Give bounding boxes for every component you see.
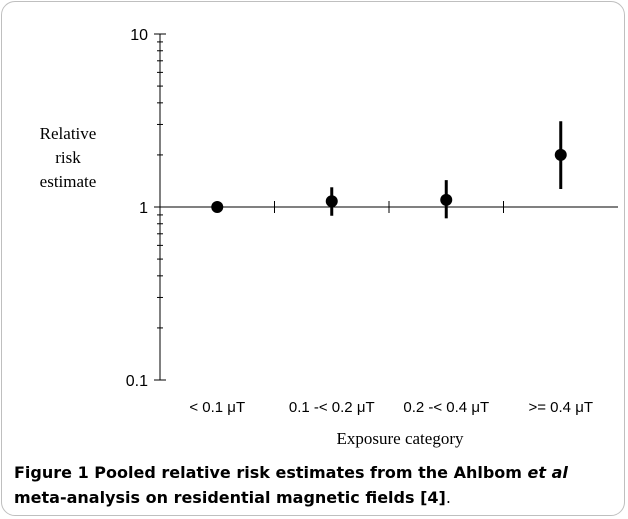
y-tick-label: 0.1 (126, 373, 148, 390)
y-tick-label: 1 (139, 200, 148, 217)
x-category-label: >= 0.4 μT (528, 399, 593, 416)
caption-italic: et al (527, 463, 568, 482)
data-point (440, 193, 453, 206)
figure-caption: Figure 1 Pooled relative risk estimates … (14, 460, 618, 510)
data-point (211, 201, 224, 213)
axes: 10 1 0.1 < 0.1 μT 0.1 -< 0.2 μT 0.2 -< 0.4 μT… (126, 27, 618, 416)
data-marks (211, 121, 567, 219)
x-category-label: < 0.1 μT (189, 399, 245, 416)
data-point (325, 195, 338, 208)
y-axis-label-line-3: estimate (40, 172, 97, 191)
caption-label: Figure 1 (14, 463, 89, 482)
x-category-label: 0.1 -< 0.2 μT (289, 399, 375, 416)
caption-text-before: Pooled relative risk estimates from the … (88, 463, 528, 482)
y-tick-label: 10 (130, 27, 148, 44)
caption-period: . (445, 488, 451, 507)
data-point (554, 148, 567, 161)
chart: Relative risk estimate Exposure category… (40, 27, 618, 448)
y-axis-label-line-1: Relative (40, 124, 97, 143)
caption-text-after: meta-analysis on residential magnetic fi… (14, 488, 446, 507)
x-category-label: 0.2 -< 0.4 μT (403, 399, 489, 416)
y-axis-label-line-2: risk (55, 148, 81, 167)
x-axis-title: Exposure category (337, 429, 464, 448)
